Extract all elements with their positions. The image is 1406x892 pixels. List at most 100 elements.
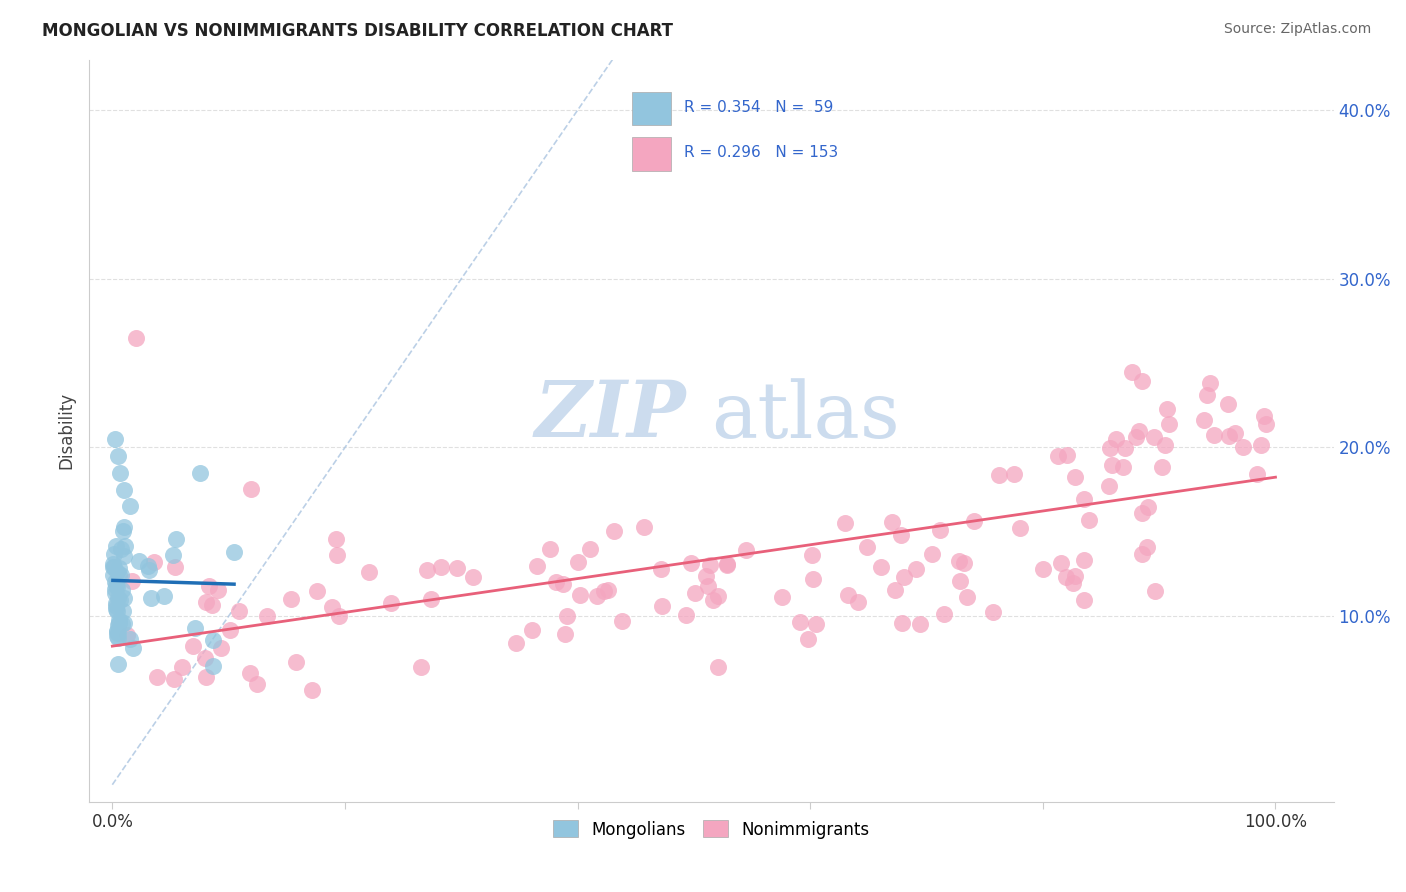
Point	[526, 558, 548, 573]
Point	[702, 593, 724, 607]
Point	[112, 591, 135, 605]
Point	[108, 615, 131, 630]
Point	[107, 604, 129, 618]
Point	[104, 578, 127, 592]
Point	[112, 483, 135, 497]
Point	[963, 514, 986, 528]
Point	[202, 632, 225, 647]
Point	[1225, 426, 1247, 441]
Y-axis label: Disability: Disability	[58, 392, 75, 469]
Point	[184, 621, 207, 635]
Point	[228, 605, 250, 619]
Point	[1143, 430, 1166, 444]
Point	[107, 591, 129, 606]
Point	[1099, 441, 1122, 455]
Point	[949, 574, 972, 589]
Point	[105, 565, 128, 579]
Point	[136, 559, 159, 574]
Point	[716, 558, 738, 572]
Point	[239, 666, 262, 681]
Point	[567, 555, 589, 569]
Point	[1157, 417, 1180, 431]
Point	[598, 583, 620, 598]
Point	[114, 616, 136, 631]
Point	[307, 583, 329, 598]
Point	[107, 560, 129, 574]
Point	[280, 591, 302, 606]
Point	[557, 609, 579, 624]
Point	[328, 608, 350, 623]
Point	[197, 578, 219, 592]
Point	[107, 617, 129, 632]
Point	[110, 617, 132, 632]
Point	[104, 596, 127, 610]
Point	[201, 658, 224, 673]
Point	[1199, 376, 1222, 390]
Point	[114, 539, 136, 553]
Point	[108, 613, 131, 627]
Point	[108, 568, 131, 582]
Point	[104, 599, 127, 614]
Point	[1073, 553, 1095, 567]
Point	[699, 558, 721, 572]
Point	[1128, 424, 1150, 438]
Point	[650, 562, 672, 576]
Point	[683, 586, 706, 600]
Point	[1246, 467, 1268, 481]
Point	[1156, 401, 1178, 416]
Point	[103, 559, 125, 574]
Point	[884, 583, 907, 598]
Point	[834, 516, 856, 530]
Point	[948, 553, 970, 567]
Point	[111, 582, 134, 597]
Point	[1136, 500, 1159, 515]
Point	[1218, 429, 1240, 443]
Point	[544, 575, 567, 590]
Point	[112, 549, 135, 564]
Point	[1010, 521, 1032, 535]
Point	[579, 541, 602, 556]
Point	[586, 589, 609, 603]
Point	[110, 466, 132, 480]
Point	[801, 572, 824, 586]
Point	[1254, 417, 1277, 431]
Point	[734, 542, 756, 557]
Text: atlas: atlas	[711, 378, 900, 454]
Point	[1130, 374, 1153, 388]
Point	[326, 548, 349, 562]
Point	[256, 608, 278, 623]
Point	[1204, 427, 1226, 442]
Point	[122, 640, 145, 655]
Point	[1114, 441, 1136, 455]
Point	[284, 655, 307, 669]
Point	[121, 574, 143, 589]
Point	[602, 524, 624, 539]
Text: MONGOLIAN VS NONIMMIGRANTS DISABILITY CORRELATION CHART: MONGOLIAN VS NONIMMIGRANTS DISABILITY CO…	[42, 22, 673, 40]
Point	[118, 500, 141, 514]
Point	[172, 659, 194, 673]
Point	[162, 549, 184, 563]
Point	[1073, 491, 1095, 506]
Point	[1216, 397, 1239, 411]
Point	[325, 532, 347, 546]
Point	[105, 625, 128, 640]
Point	[1130, 507, 1153, 521]
Point	[934, 607, 956, 622]
Point	[1232, 440, 1254, 454]
Point	[1077, 513, 1099, 527]
Point	[1098, 478, 1121, 492]
Point	[837, 588, 859, 602]
Point	[219, 623, 242, 637]
Point	[110, 567, 132, 582]
Point	[138, 562, 160, 576]
Point	[103, 567, 125, 582]
Point	[105, 624, 128, 638]
Point	[420, 591, 443, 606]
Point	[1032, 561, 1054, 575]
Point	[522, 623, 544, 637]
Point	[869, 560, 891, 574]
Point	[104, 574, 127, 589]
Point	[707, 660, 730, 674]
Point	[880, 515, 903, 529]
Point	[104, 582, 127, 596]
